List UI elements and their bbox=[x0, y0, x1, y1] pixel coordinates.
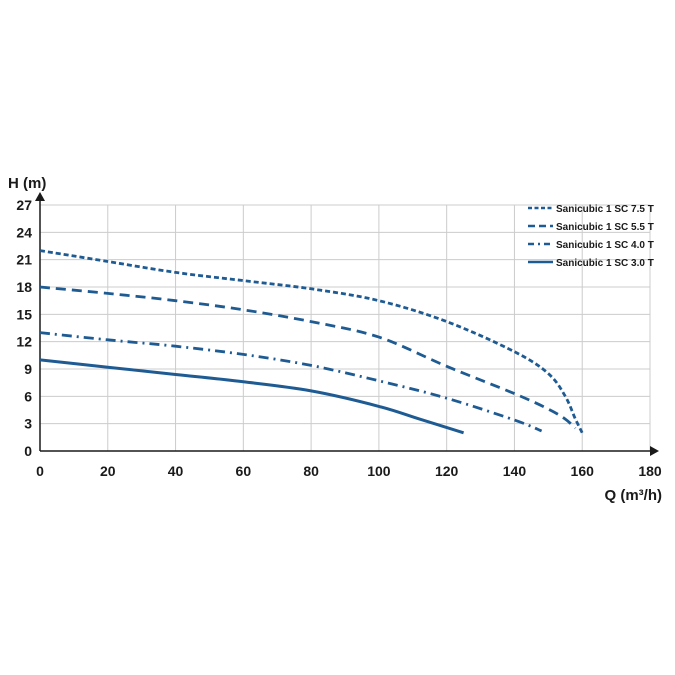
grid bbox=[40, 204, 651, 451]
y-tick-label: 24 bbox=[16, 224, 32, 240]
x-tick-label: 120 bbox=[435, 463, 459, 479]
y-axis-arrow bbox=[35, 192, 45, 201]
tick-labels: 0 20 40 60 80 100 120 140 160 180 0 3 6 9 12 15 18 21 24 27 bbox=[16, 197, 661, 479]
series-line-2 bbox=[39, 285, 577, 430]
legend: Sanicubic 1 SC 7.5 T Sanicubic 1 SC 5.5 T… bbox=[528, 204, 654, 269]
series-line-1 bbox=[39, 249, 584, 434]
x-tick-label: 60 bbox=[236, 463, 252, 479]
legend-label-3: Sanicubic 1 SC 4.0 T bbox=[556, 240, 654, 251]
x-axis-title: Q (m³/h) bbox=[605, 487, 663, 504]
y-tick-label: 27 bbox=[16, 197, 32, 213]
series-lines bbox=[39, 249, 584, 435]
legend-label-4: Sanicubic 1 SC 3.0 T bbox=[556, 258, 654, 269]
x-tick-label: 180 bbox=[638, 463, 662, 479]
x-tick-label: 80 bbox=[303, 463, 319, 479]
y-tick-label: 18 bbox=[16, 279, 32, 295]
x-tick-label: 20 bbox=[100, 463, 116, 479]
y-tick-label: 9 bbox=[24, 361, 32, 377]
x-tick-label: 40 bbox=[168, 463, 184, 479]
x-tick-label: 140 bbox=[503, 463, 527, 479]
y-axis-title: H (m) bbox=[8, 175, 46, 192]
legend-label-1: Sanicubic 1 SC 7.5 T bbox=[556, 204, 654, 215]
x-tick-label: 100 bbox=[367, 463, 391, 479]
x-axis-arrow bbox=[650, 446, 659, 456]
y-tick-label: 3 bbox=[24, 416, 32, 432]
y-tick-label: 0 bbox=[24, 443, 32, 459]
x-tick-label: 0 bbox=[36, 463, 44, 479]
y-tick-label: 15 bbox=[16, 306, 32, 322]
x-tick-label: 160 bbox=[571, 463, 595, 479]
series-line-3 bbox=[39, 331, 543, 433]
y-tick-label: 12 bbox=[16, 334, 32, 350]
y-tick-label: 6 bbox=[24, 388, 32, 404]
legend-label-2: Sanicubic 1 SC 5.5 T bbox=[556, 222, 654, 233]
y-tick-label: 21 bbox=[16, 252, 32, 268]
axes bbox=[35, 192, 659, 456]
series-line-4 bbox=[39, 358, 465, 435]
